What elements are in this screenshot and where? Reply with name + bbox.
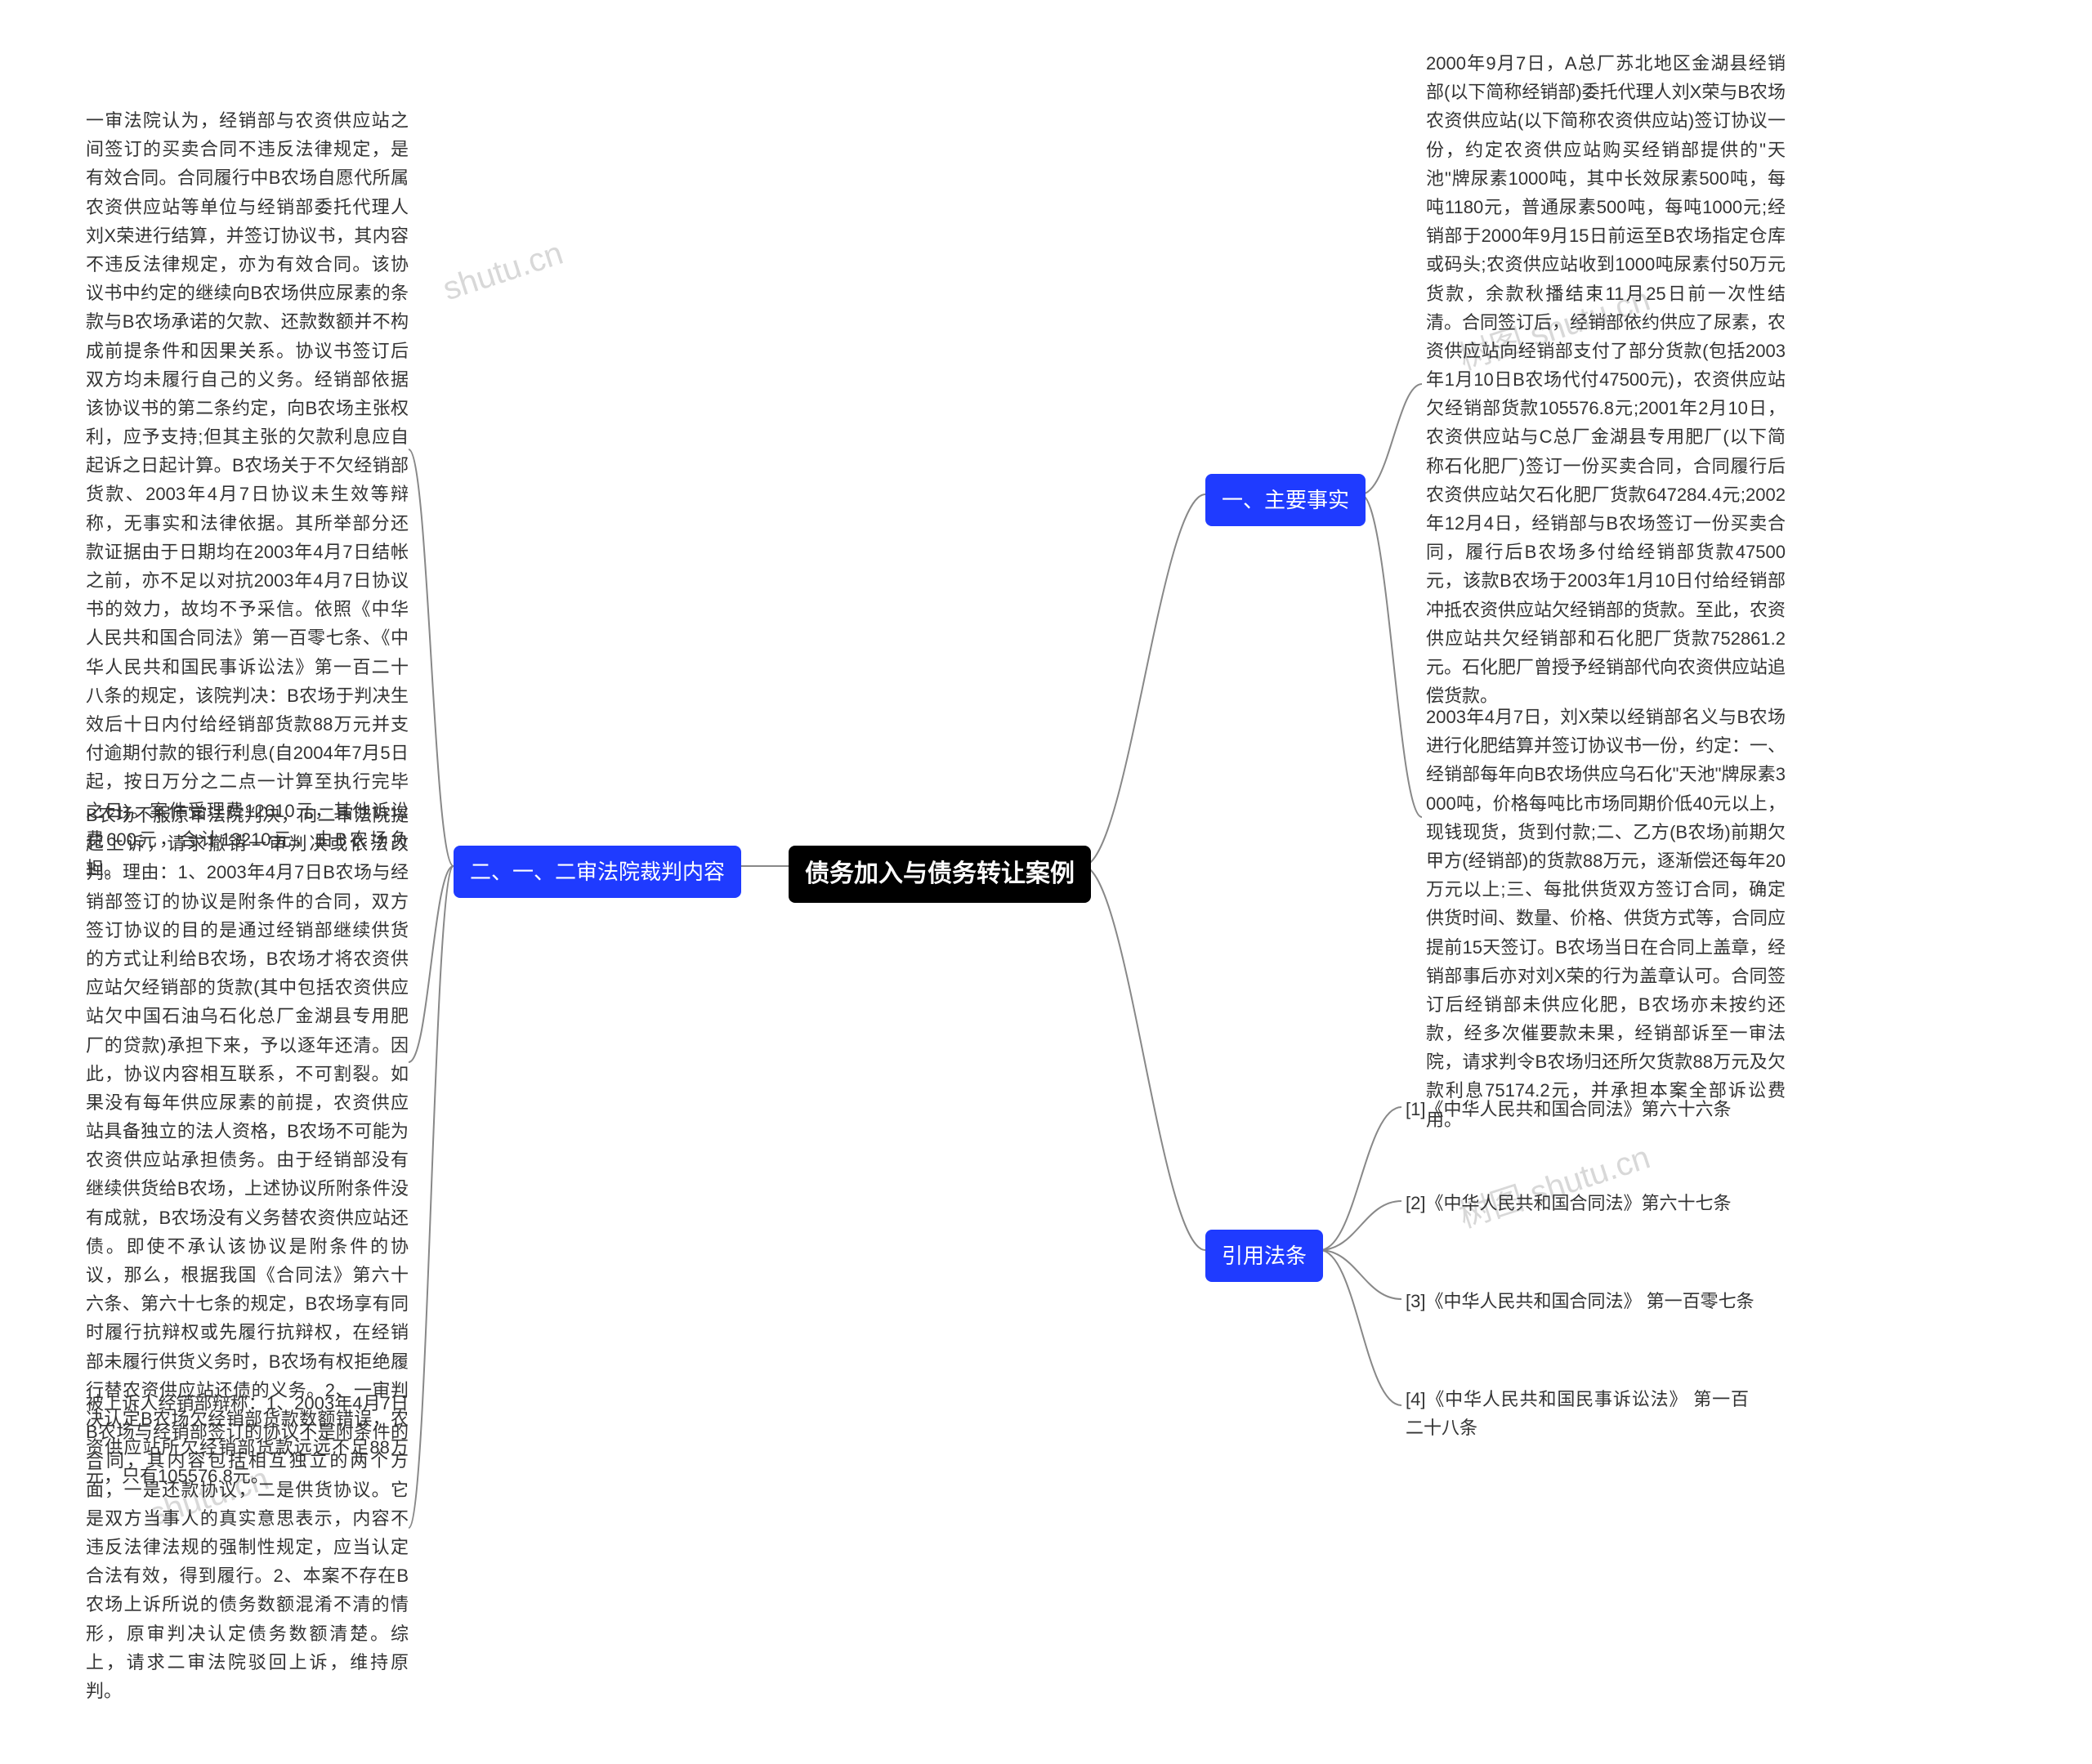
- leaf-law-4: [4]《中华人民共和国民事诉讼法》 第一百二十八条: [1406, 1385, 1749, 1442]
- branch-cited-laws[interactable]: 引用法条: [1205, 1230, 1323, 1282]
- leaf-appeal: B农场不服原审法院判决，向二审法院提起上诉，请求撤销一审判决或依法改判。理由：1…: [86, 801, 409, 1491]
- leaf-law-1: [1]《中华人民共和国合同法》第六十六条: [1406, 1095, 1798, 1123]
- leaf-law-2: [2]《中华人民共和国合同法》第六十七条: [1406, 1189, 1798, 1217]
- branch-main-facts[interactable]: 一、主要事实: [1205, 474, 1366, 526]
- mindmap-container: shutu.cn 树图 shutu.cn 树图 shutu.cn shutu.c…: [0, 0, 2092, 1764]
- watermark: shutu.cn: [439, 235, 568, 309]
- branch-court-content[interactable]: 二、一、二审法院裁判内容: [454, 846, 741, 898]
- leaf-facts-1: 2000年9月7日，A总厂苏北地区金湖县经销部(以下简称经销部)委托代理人刘X荣…: [1426, 49, 1786, 710]
- leaf-law-3: [3]《中华人民共和国合同法》 第一百零七条: [1406, 1287, 1798, 1315]
- watermark: 树图 shutu.cn: [1452, 1131, 1655, 1237]
- root-node[interactable]: 债务加入与债务转让案例: [789, 846, 1091, 903]
- leaf-respondent: 被上诉人经销部辩称：1、2003年4月7日B农场与经销部签订的协议不是附条件的合…: [86, 1389, 409, 1705]
- leaf-first-instance: 一审法院认为，经销部与农资供应站之间签订的买卖合同不违反法律规定，是有效合同。合…: [86, 106, 409, 882]
- leaf-facts-2: 2003年4月7日，刘X荣以经销部名义与B农场进行化肥结算并签订协议书一份，约定…: [1426, 703, 1786, 1134]
